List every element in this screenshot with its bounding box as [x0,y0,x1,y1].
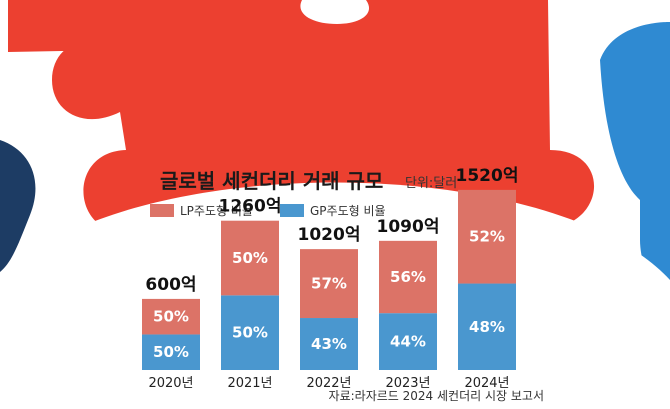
label-lp-3: 56% [390,268,426,286]
label-gp-4: 48% [469,318,505,336]
label-lp-4: 52% [469,228,505,246]
label-lp-1: 50% [232,249,268,267]
bar-lp-2 [300,249,358,319]
label-gp-3: 44% [390,333,426,351]
bar-gp-2 [300,318,358,370]
bar-gp-4 [458,283,516,370]
total-label-3: 1090억 [377,217,440,237]
legend-swatch-lp [150,204,174,217]
x-tick-1: 2021년 [227,376,272,391]
label-gp-2: 43% [311,335,347,353]
total-label-0: 600억 [145,275,196,295]
bar-gp-0 [142,334,200,370]
label-gp-1: 50% [232,324,268,342]
x-tick-3: 2023년 [385,376,430,391]
bar-gp-3 [379,313,437,370]
total-label-4: 1520억 [456,166,519,186]
blue-puzzle-piece [600,21,670,301]
chart-title: 글로벌 세컨더리 거래 규모 [160,169,383,193]
label-lp-0: 50% [153,308,189,326]
bar-lp-3 [379,240,437,314]
navy-puzzle-piece [0,140,36,272]
bar-gp-1 [221,295,279,370]
legend-label-lp: LP주도형 비율 [180,204,253,218]
total-label-1: 1260억 [219,197,282,217]
legend-swatch-gp [280,204,304,217]
legend-label-gp: GP주도형 비율 [310,204,386,218]
x-tick-4: 2024년 [464,376,509,391]
legend: LP주도형 비율 GP주도형 비율 [150,204,386,218]
bars-group: 50% 50% 600억 2020년 50% 50% 1260억 2021년 57% 43% 102… [142,166,518,391]
bar-lp-0 [142,298,200,335]
label-gp-0: 50% [153,343,189,361]
total-label-2: 1020억 [298,225,361,245]
bar-lp-1 [221,220,279,296]
x-tick-2: 2022년 [306,376,351,391]
unit-label: 단위:달러 [405,176,457,191]
x-tick-0: 2020년 [148,376,193,391]
label-lp-2: 57% [311,275,347,293]
bar-lp-4 [458,189,516,284]
source-note: 자료:라자르드 2024 세컨더리 시장 보고서 [329,389,544,403]
